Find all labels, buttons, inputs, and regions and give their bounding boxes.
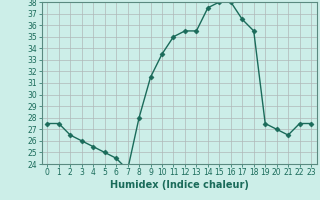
X-axis label: Humidex (Indice chaleur): Humidex (Indice chaleur) <box>110 180 249 190</box>
